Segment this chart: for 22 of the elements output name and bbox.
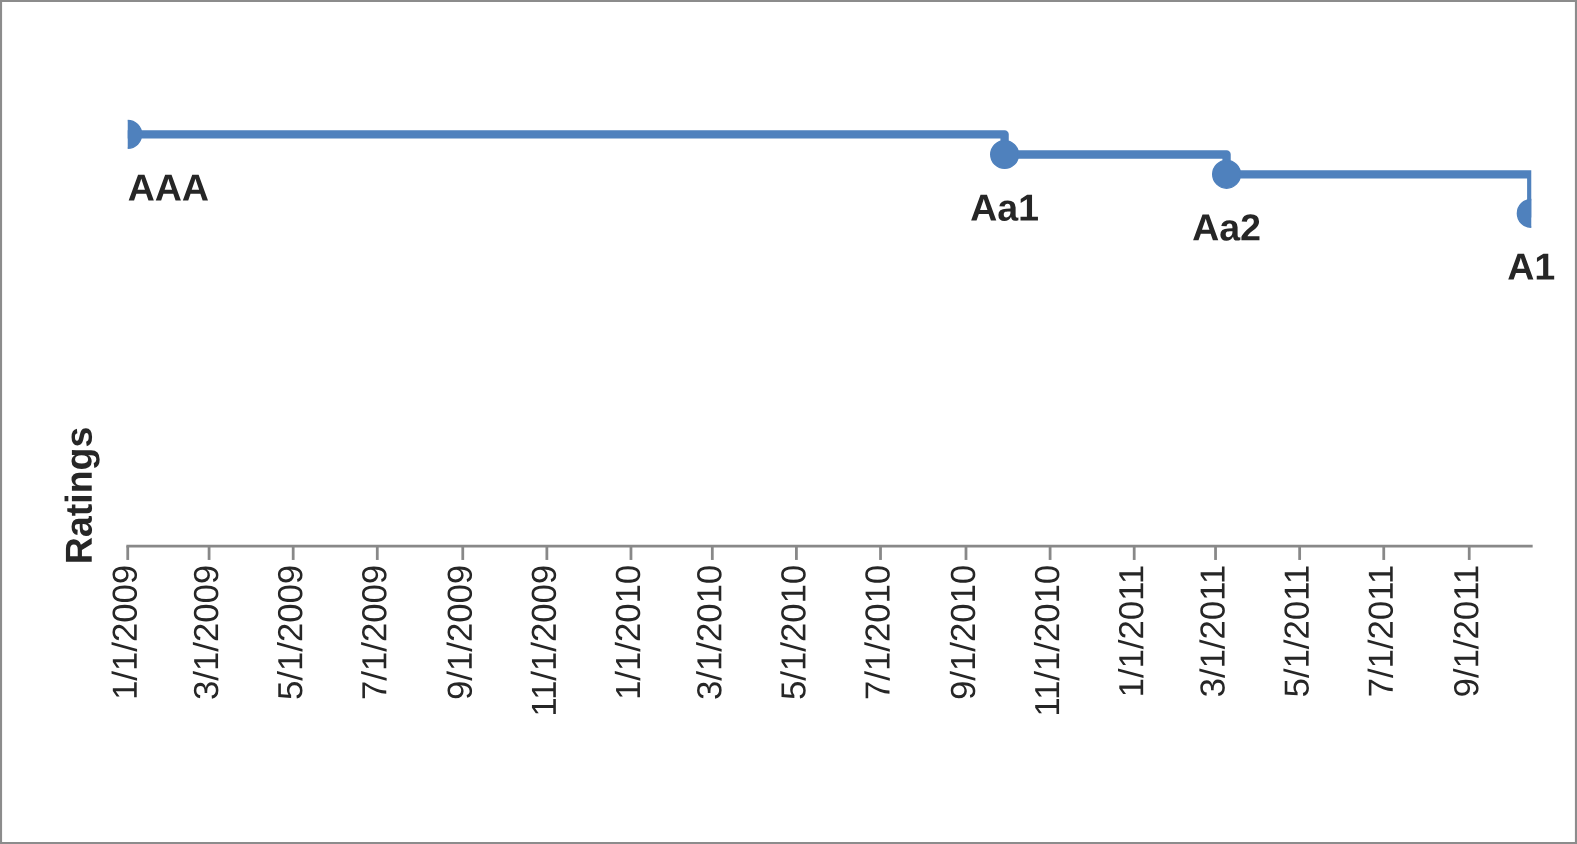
annotation: Aa1 [971,194,1038,221]
x-tick-label: 5/1/2009 [277,566,303,699]
y-axis-title: Ratings [64,428,100,562]
annotation: A1 [1508,253,1555,280]
annotation: AAA [128,174,208,201]
x-tick-label: 3/1/2011 [1199,566,1225,697]
x-tick-label: 5/1/2010 [780,566,806,699]
x-tick-label: 11/1/2009 [530,566,557,715]
x-tick-label: 3/1/2010 [696,566,722,699]
x-tick-label: 1/1/2010 [614,566,641,698]
x-tick-label: 9/1/2010 [949,566,976,699]
x-tick-label: 7/1/2010 [864,566,890,699]
x-tick-label: 11/1/2010 [1033,566,1060,715]
x-tick-label: 1/1/2011 [1118,566,1144,695]
x-tick-label: 7/1/2009 [361,566,387,699]
x-tick-label: 1/1/2009 [111,566,138,698]
x-tick-label: 5/1/2011 [1283,566,1309,697]
x-tick-label: 3/1/2009 [192,566,219,699]
annotation: Aa2 [1193,214,1260,241]
x-tick-label: 9/1/2011 [1453,566,1479,696]
x-tick-label: 7/1/2011 [1367,566,1394,696]
x-tick-label: 9/1/2009 [446,566,473,699]
